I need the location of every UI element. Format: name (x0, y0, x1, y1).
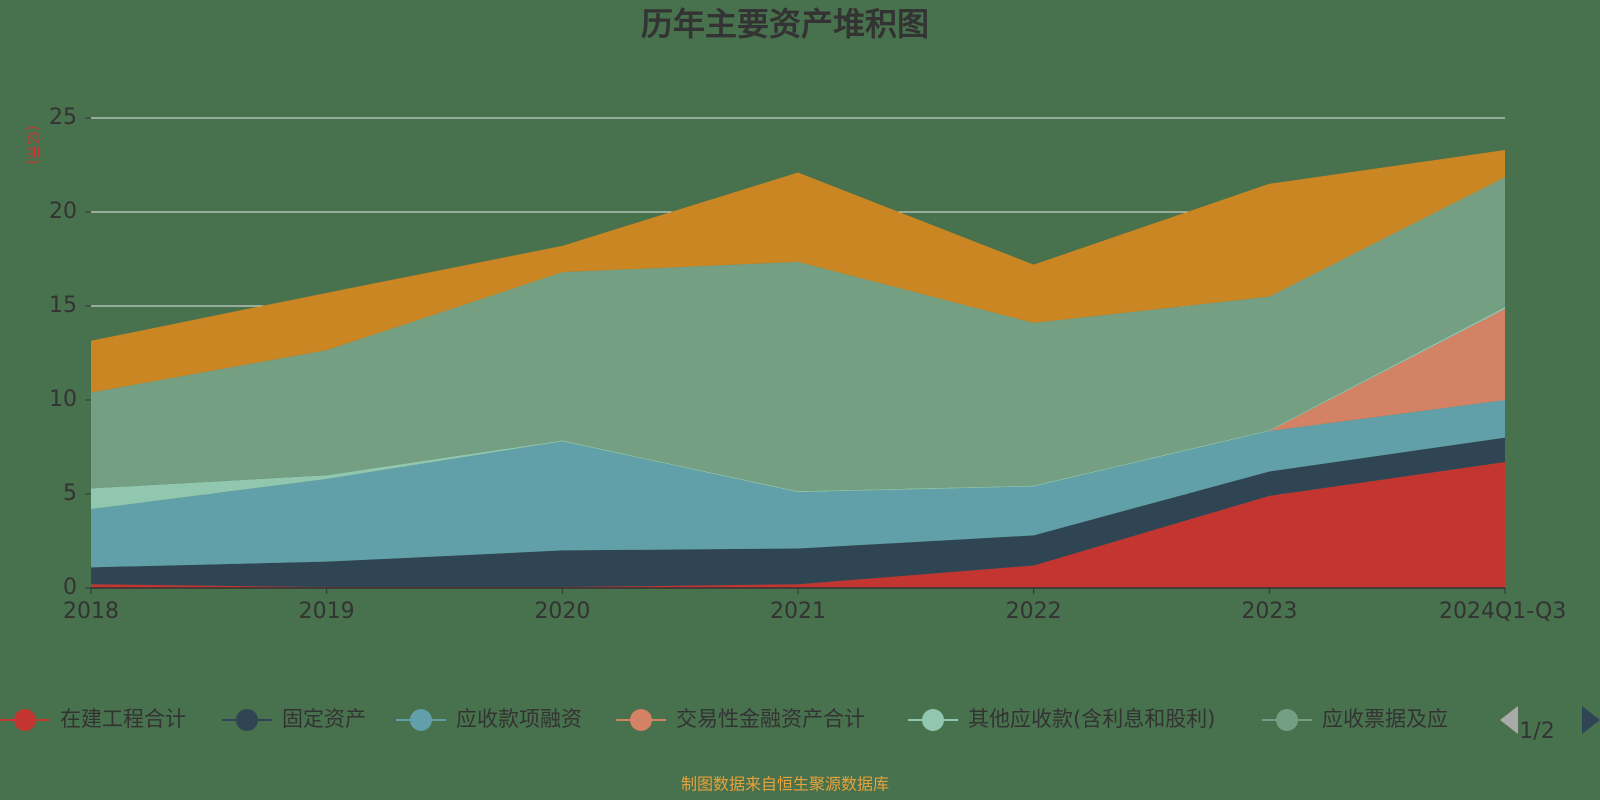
x-tick-label: 2023 (1241, 599, 1297, 624)
legend-label: 固定资产 (282, 707, 366, 731)
y-tick-label: 5 (63, 481, 77, 506)
legend-label: 在建工程合计 (60, 707, 186, 731)
legend-label: 应收款项融资 (456, 707, 582, 731)
area (91, 462, 1505, 588)
x-tick-label: 2019 (299, 599, 355, 624)
y-tick-label: 25 (49, 105, 77, 130)
x-tick-label: 2021 (770, 599, 826, 624)
source-note: 制图数据来自恒生聚源数据库 (681, 775, 889, 794)
legend-prev[interactable] (1500, 706, 1518, 734)
y-tick-label: 0 (63, 575, 77, 600)
legend-label: 其他应收款(含利息和股利) (968, 707, 1215, 731)
y-tick-label: 20 (49, 199, 77, 224)
legend-marker (236, 709, 258, 731)
chart-title: 历年主要资产堆积图 (641, 5, 929, 43)
y-axis-label: (亿元) (24, 126, 40, 165)
area (91, 177, 1505, 492)
area (91, 400, 1505, 568)
legend-marker (1276, 709, 1298, 731)
area (91, 437, 1505, 588)
area (91, 149, 1505, 393)
legend-label: 交易性金融资产合计 (676, 707, 865, 731)
area (91, 306, 1505, 510)
legend-marker (410, 709, 432, 731)
x-tick-label: 2022 (1006, 599, 1062, 624)
legend-label: 应收票据及应 (1322, 707, 1448, 731)
legend-marker (14, 709, 36, 731)
x-tick-label: 2024Q1-Q3 (1439, 599, 1566, 624)
legend-marker (630, 709, 652, 731)
y-tick-label: 15 (49, 293, 77, 318)
legend-page: 1/2 (1519, 719, 1554, 744)
y-tick-label: 10 (49, 387, 77, 412)
legend-next[interactable] (1582, 706, 1600, 734)
legend-marker (922, 709, 944, 731)
x-tick-label: 2020 (534, 599, 590, 624)
x-tick-label: 2018 (63, 599, 119, 624)
